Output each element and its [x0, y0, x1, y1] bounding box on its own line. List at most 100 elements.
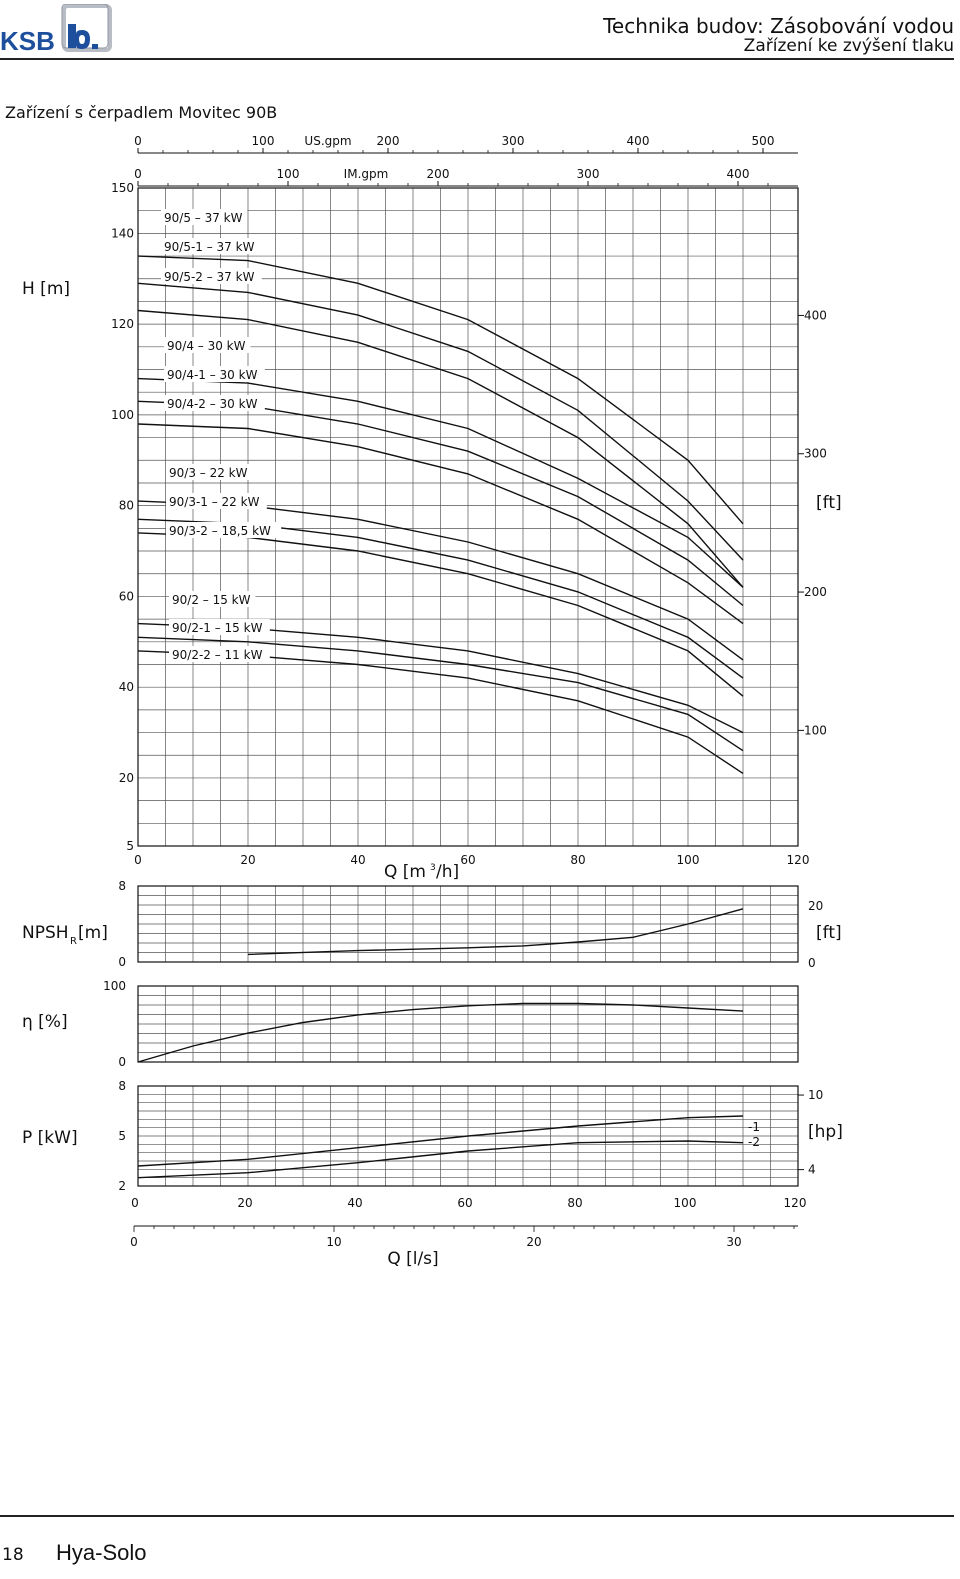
head-curve-label-bg: [164, 337, 251, 353]
x-axis-label-suffix: /h]: [436, 862, 459, 882]
head-curve-label: 90/5 – 37 kW: [164, 211, 243, 225]
npsh-curve: [247, 908, 744, 956]
head-curve-label: 90/4 – 30 kW: [167, 339, 246, 353]
npsh-ft-tick-label: 20: [808, 899, 823, 913]
head-y-tick-label: 140: [111, 226, 134, 240]
head-curve: [137, 309, 744, 588]
ls-axis-label: Q [l/s]: [387, 1249, 438, 1269]
x-tick-label-bottom: 0: [131, 1196, 139, 1210]
power-curve: [137, 1115, 744, 1167]
head-curve-label-bg: [164, 366, 265, 382]
im-gpm-unit: IM.gpm: [344, 167, 389, 181]
us-gpm-tick-label: 100: [252, 134, 275, 148]
head-y-tick-label: 40: [119, 680, 134, 694]
power-y-tick-label: 2: [118, 1179, 126, 1193]
npsh-y-tick-label: 8: [118, 879, 126, 893]
head-ft-axis-label: [ft]: [816, 493, 842, 513]
head-y-tick-label: 100: [111, 408, 134, 422]
header-title: Technika budov: Zásobování vodou: [603, 14, 954, 38]
ksb-logo-text: KSB: [0, 26, 55, 56]
head-curve-label: 90/2-1 – 15 kW: [172, 621, 263, 635]
npsh-y-axis-label: NPSH: [22, 923, 69, 943]
head-curve-label: 90/2 – 15 kW: [172, 593, 251, 607]
head-y-tick-label: 80: [119, 499, 134, 513]
header-subtitle: Zařízení ke zvýšení tlaku: [743, 36, 954, 56]
im-gpm-tick-label: 100: [277, 167, 300, 181]
head-curve-label-bg: [169, 646, 270, 662]
npsh-frame: [137, 885, 799, 963]
power-hp-tick-label: 4: [808, 1163, 816, 1177]
x-axis-label: Q [m: [384, 862, 426, 882]
head-curve: [137, 377, 744, 588]
head-ft-tick-label: 100: [804, 723, 827, 737]
head-y-tick-label: 120: [111, 317, 134, 331]
im-gpm-tick-label: 200: [427, 167, 450, 181]
head-curve-label-bg: [161, 238, 262, 254]
npsh-y-axis-label-unit: [m]: [78, 923, 108, 943]
ls-tick-label: 10: [326, 1235, 341, 1249]
head-curve-label-bg: [166, 464, 253, 480]
x-tick-label-top: 60: [460, 853, 475, 867]
head-y-tick-label: 150: [111, 181, 134, 195]
x-tick-label-top: 100: [677, 853, 700, 867]
eff-curve: [137, 1002, 744, 1063]
head-curve-label: 90/5-1 – 37 kW: [164, 240, 255, 254]
ls-tick-label: 20: [526, 1235, 541, 1249]
head-y-tick-label: 60: [119, 589, 134, 603]
eff-y-tick-label: 100: [103, 979, 126, 993]
power-y-tick-label: 5: [118, 1129, 126, 1143]
us-gpm-tick-label: 200: [377, 134, 400, 148]
head-curve: [137, 282, 744, 561]
footer-brand: Hya-Solo: [56, 1540, 147, 1565]
us-gpm-tick-label: 500: [752, 134, 775, 148]
head-ft-tick-label: 200: [804, 585, 827, 599]
x-tick-label-top: 80: [570, 853, 585, 867]
head-curve-label-bg: [166, 522, 282, 538]
us-gpm-unit: US.gpm: [304, 134, 351, 148]
x-tick-label-top: 120: [787, 853, 810, 867]
page-number: 18: [2, 1545, 24, 1565]
head-y-tick-label: 20: [119, 771, 134, 785]
ls-tick-label: 30: [726, 1235, 741, 1249]
x-tick-label-top: 0: [134, 853, 142, 867]
power-y-axis-label: P [kW]: [22, 1128, 78, 1148]
npsh-y-axis-label-sub: R: [70, 936, 77, 947]
head-curve-label: 90/4-1 – 30 kW: [167, 368, 258, 382]
npsh-y-tick-label: 0: [118, 955, 126, 969]
head-curve-label: 90/3-2 – 18,5 kW: [169, 524, 271, 538]
us-gpm-tick-label: 400: [627, 134, 650, 148]
head-curve-label: 90/4-2 – 30 kW: [167, 397, 258, 411]
footer-rule: [0, 1515, 954, 1517]
npsh-ft-tick-label: 0: [808, 956, 816, 970]
head-curve: [137, 636, 744, 752]
head-curve: [137, 423, 744, 625]
head-curve-label-bg: [169, 619, 270, 635]
power-frame: [137, 1085, 799, 1187]
x-tick-label-top: 40: [350, 853, 365, 867]
power-curve: [137, 1140, 744, 1179]
us-gpm-tick-label: 300: [502, 134, 525, 148]
x-tick-label-bottom: 40: [347, 1196, 362, 1210]
x-tick-label-bottom: 20: [237, 1196, 252, 1210]
eff-y-tick-label: 0: [118, 1055, 126, 1069]
x-tick-label-bottom: 120: [784, 1196, 807, 1210]
section-title: Zařízení s čerpadlem Movitec 90B: [5, 103, 278, 122]
eff-frame: [137, 985, 799, 1063]
head-curve: [137, 255, 744, 525]
x-tick-label-bottom: 100: [674, 1196, 697, 1210]
power-hp-axis-label: [hp]: [808, 1122, 843, 1142]
head-curve-label-bg: [164, 395, 265, 411]
head-curve-label-bg: [169, 591, 256, 607]
ls-tick-label: 0: [130, 1235, 138, 1249]
x-tick-label-top: 20: [240, 853, 255, 867]
eff-y-axis-label: η [%]: [22, 1012, 68, 1032]
im-gpm-tick-label: 300: [577, 167, 600, 181]
us-gpm-tick-label: 0: [134, 134, 142, 148]
power-series-label: -1: [748, 1120, 760, 1134]
head-curve-label-bg: [166, 493, 267, 509]
head-curve-label: 90/3 – 22 kW: [169, 466, 248, 480]
head-curve-label: 90/3-1 – 22 kW: [169, 495, 260, 509]
head-curve-label-bg: [161, 209, 248, 225]
header-rule: [0, 58, 954, 60]
